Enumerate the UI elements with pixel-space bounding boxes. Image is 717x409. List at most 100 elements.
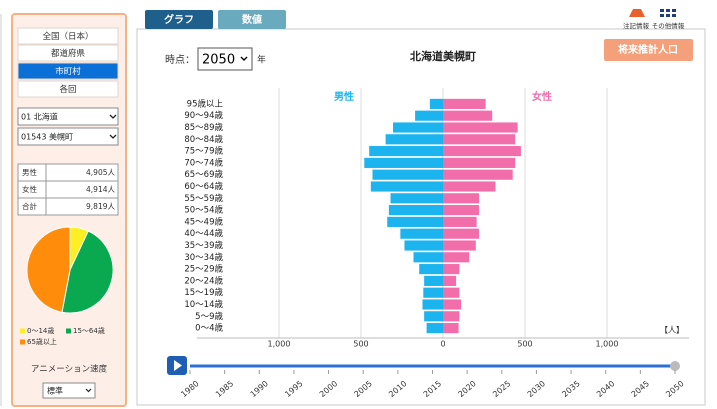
legend-label: 65歳以上 xyxy=(27,337,57,346)
female-bar xyxy=(443,323,459,334)
legend-swatch xyxy=(66,328,71,334)
icon-notes[interactable] xyxy=(629,9,645,17)
x-tick-label: 0 xyxy=(440,340,445,349)
level-button[interactable] xyxy=(17,80,119,98)
male-bar xyxy=(419,264,443,275)
male-bar xyxy=(369,146,443,157)
year-unit: 年 xyxy=(257,54,266,66)
play-icon xyxy=(174,360,182,371)
select-value[interactable]: 01 北海道 xyxy=(21,112,58,122)
series-label: 男性 xyxy=(334,90,354,103)
chart-title: 北海道美幌町 xyxy=(410,49,476,63)
female-bar xyxy=(443,134,516,145)
female-bar xyxy=(443,110,493,121)
legend-label: 0～14歳 xyxy=(27,326,54,335)
male-bar xyxy=(424,275,443,286)
female-bar xyxy=(443,228,480,239)
icon-label[interactable]: 注記情報 xyxy=(623,21,650,30)
year-select[interactable] xyxy=(197,47,253,71)
age-label: 95歳以上 xyxy=(187,98,224,109)
unit-label: 【人】 xyxy=(660,326,684,335)
summary-label: 女性 xyxy=(22,184,37,194)
summary-label: 合計 xyxy=(22,201,37,211)
male-bar xyxy=(429,98,443,109)
female-bar xyxy=(443,98,486,109)
age-label: 25～29歳 xyxy=(184,264,223,275)
age-label: 50～54歳 xyxy=(184,205,223,216)
icon-label[interactable]: その他情報 xyxy=(652,21,685,30)
x-tick-label: 500 xyxy=(353,340,368,349)
age-label: 0～4歳 xyxy=(195,323,223,334)
legend-swatch xyxy=(20,328,25,334)
x-tick-label: 1,000 xyxy=(596,340,619,349)
age-label: 5～9歳 xyxy=(195,311,223,322)
female-bar xyxy=(443,181,496,192)
female-bar xyxy=(443,216,477,227)
level-button[interactable] xyxy=(17,44,119,62)
summary-value: 9,819人 xyxy=(86,202,115,211)
male-bar xyxy=(423,287,443,298)
male-bar xyxy=(364,157,443,168)
button-label[interactable]: 将来推計人口 xyxy=(618,43,678,56)
chevron xyxy=(240,56,248,61)
timeline-knob[interactable] xyxy=(670,361,680,371)
level-label[interactable]: 各回 xyxy=(59,84,76,95)
female-bar xyxy=(443,264,460,275)
male-bar xyxy=(388,205,443,216)
pie-slice xyxy=(26,226,71,313)
tab-label[interactable]: グラフ xyxy=(164,13,194,26)
level-label[interactable]: 市町村 xyxy=(55,66,81,77)
summary-value: 4,914人 xyxy=(86,185,115,194)
speed-value[interactable]: 標準 xyxy=(47,386,63,396)
male-bar xyxy=(413,252,443,263)
level-label[interactable]: 全国（日本） xyxy=(42,31,93,42)
male-bar xyxy=(424,311,443,322)
projection-button[interactable] xyxy=(604,39,693,61)
tab-values[interactable] xyxy=(218,10,286,29)
level-label[interactable]: 都道府県 xyxy=(51,48,86,59)
age-label: 70～74歳 xyxy=(184,157,223,168)
chevron xyxy=(85,388,92,393)
age-label: 85～89歳 xyxy=(184,122,223,133)
legend-label: 15～64歳 xyxy=(73,326,105,335)
chevron xyxy=(109,134,117,139)
age-label: 20～24歳 xyxy=(184,275,223,286)
chevron xyxy=(109,114,117,119)
time-label: 時点： xyxy=(165,54,195,66)
female-bar xyxy=(443,275,457,286)
age-label: 10～14歳 xyxy=(184,299,223,310)
age-label: 35～39歳 xyxy=(184,240,223,251)
female-bar xyxy=(443,240,476,251)
female-bar xyxy=(443,287,460,298)
tab-graph[interactable] xyxy=(145,10,213,29)
icon-other[interactable] xyxy=(660,9,676,17)
male-bar xyxy=(372,169,443,180)
x-tick-label: 1,000 xyxy=(268,340,291,349)
series-label: 女性 xyxy=(532,90,552,103)
female-bar xyxy=(443,157,516,168)
female-bar xyxy=(443,146,521,157)
summary-row xyxy=(17,197,119,216)
level-button[interactable] xyxy=(17,27,119,45)
male-bar xyxy=(426,323,443,334)
male-bar xyxy=(390,193,443,204)
tab-label[interactable]: 数値 xyxy=(242,13,262,26)
legend-swatch xyxy=(20,339,25,345)
female-bar xyxy=(443,252,470,263)
age-label: 80～84歳 xyxy=(184,134,223,145)
year-value[interactable]: 2050 xyxy=(202,53,235,68)
age-label: 45～49歳 xyxy=(184,216,223,227)
select-box[interactable] xyxy=(17,107,119,126)
male-bar xyxy=(387,216,443,227)
female-bar xyxy=(443,205,480,216)
male-bar xyxy=(385,134,443,145)
female-bar xyxy=(443,311,460,322)
speed-select[interactable] xyxy=(42,382,96,399)
age-label: 55～59歳 xyxy=(184,193,223,204)
level-button[interactable] xyxy=(17,62,119,80)
select-value[interactable]: 01543 美幌町 xyxy=(21,132,73,142)
male-bar xyxy=(404,240,443,251)
female-bar xyxy=(443,193,480,204)
select-box[interactable] xyxy=(17,127,119,146)
age-label: 40～44歳 xyxy=(184,228,223,239)
